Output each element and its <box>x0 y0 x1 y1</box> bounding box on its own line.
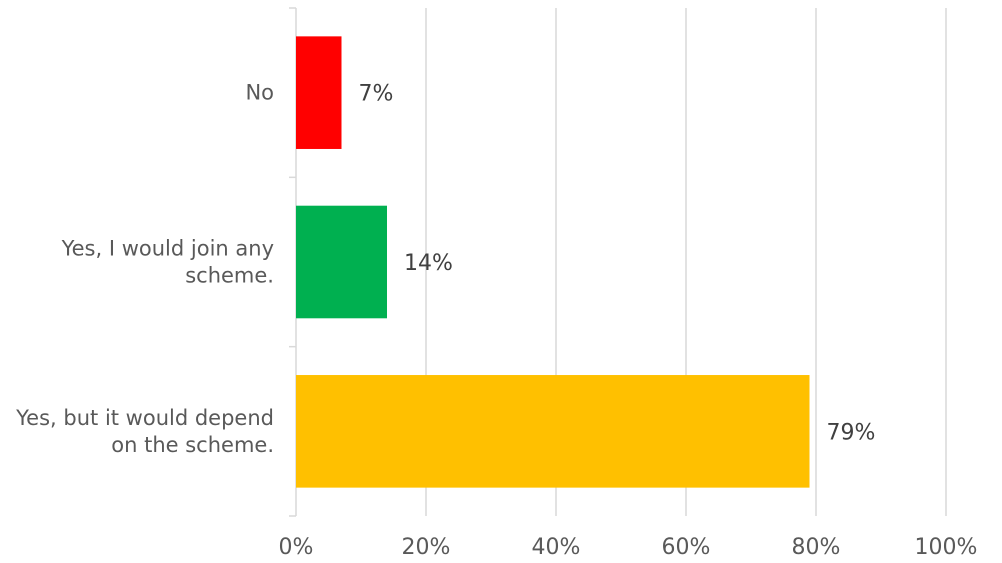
x-tick-label-0: 0% <box>279 535 314 560</box>
x-axis-tick-labels: 0% 20% 40% 60% 80% 100% <box>279 535 978 560</box>
category-label-1: Yes, I would join any scheme. <box>61 237 274 288</box>
category-labels: No Yes, I would join any scheme. Yes, but i… <box>15 81 274 457</box>
category-label-2: Yes, but it would depend on the scheme. <box>15 406 274 457</box>
data-label-0: 7% <box>359 82 394 107</box>
category-label-line: scheme. <box>185 264 274 288</box>
category-label-line: Yes, but it would depend <box>15 406 274 430</box>
x-tick-label-80: 80% <box>792 535 841 560</box>
bars <box>296 36 810 488</box>
bar-2 <box>296 375 810 488</box>
bar-0 <box>296 36 342 149</box>
x-tick-label-60: 60% <box>662 535 711 560</box>
category-label-line: No <box>245 81 274 105</box>
x-tick-label-40: 40% <box>532 535 581 560</box>
category-label-line: on the scheme. <box>111 433 274 457</box>
data-labels: 7% 14% 79% <box>359 82 876 446</box>
bar-1 <box>296 205 387 319</box>
x-tick-label-20: 20% <box>402 535 451 560</box>
category-label-line: Yes, I would join any <box>61 237 274 261</box>
data-label-1: 14% <box>404 251 453 276</box>
data-label-2: 79% <box>827 420 876 445</box>
category-axis <box>289 7 297 517</box>
category-label-0: No <box>245 81 274 105</box>
x-tick-label-100: 100% <box>915 535 978 560</box>
